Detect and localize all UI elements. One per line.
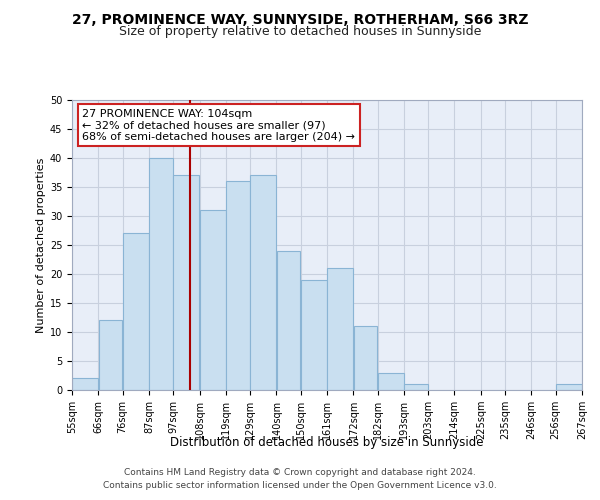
Text: Contains HM Land Registry data © Crown copyright and database right 2024.: Contains HM Land Registry data © Crown c… — [124, 468, 476, 477]
Y-axis label: Number of detached properties: Number of detached properties — [35, 158, 46, 332]
Bar — [404, 384, 428, 390]
Bar — [200, 210, 226, 390]
Text: Contains public sector information licensed under the Open Government Licence v3: Contains public sector information licen… — [103, 480, 497, 490]
Bar — [277, 251, 300, 390]
Bar — [99, 320, 122, 390]
Bar — [226, 181, 250, 390]
Text: Size of property relative to detached houses in Sunnyside: Size of property relative to detached ho… — [119, 25, 481, 38]
Bar — [173, 176, 199, 390]
Text: 27, PROMINENCE WAY, SUNNYSIDE, ROTHERHAM, S66 3RZ: 27, PROMINENCE WAY, SUNNYSIDE, ROTHERHAM… — [72, 12, 528, 26]
Bar — [123, 234, 149, 390]
Bar — [250, 176, 276, 390]
Bar — [378, 372, 404, 390]
Bar — [556, 384, 582, 390]
Bar — [327, 268, 353, 390]
Bar — [72, 378, 98, 390]
Text: 27 PROMINENCE WAY: 104sqm
← 32% of detached houses are smaller (97)
68% of semi-: 27 PROMINENCE WAY: 104sqm ← 32% of detac… — [82, 108, 355, 142]
Bar — [149, 158, 173, 390]
Bar — [301, 280, 327, 390]
Text: Distribution of detached houses by size in Sunnyside: Distribution of detached houses by size … — [170, 436, 484, 449]
Bar — [354, 326, 377, 390]
